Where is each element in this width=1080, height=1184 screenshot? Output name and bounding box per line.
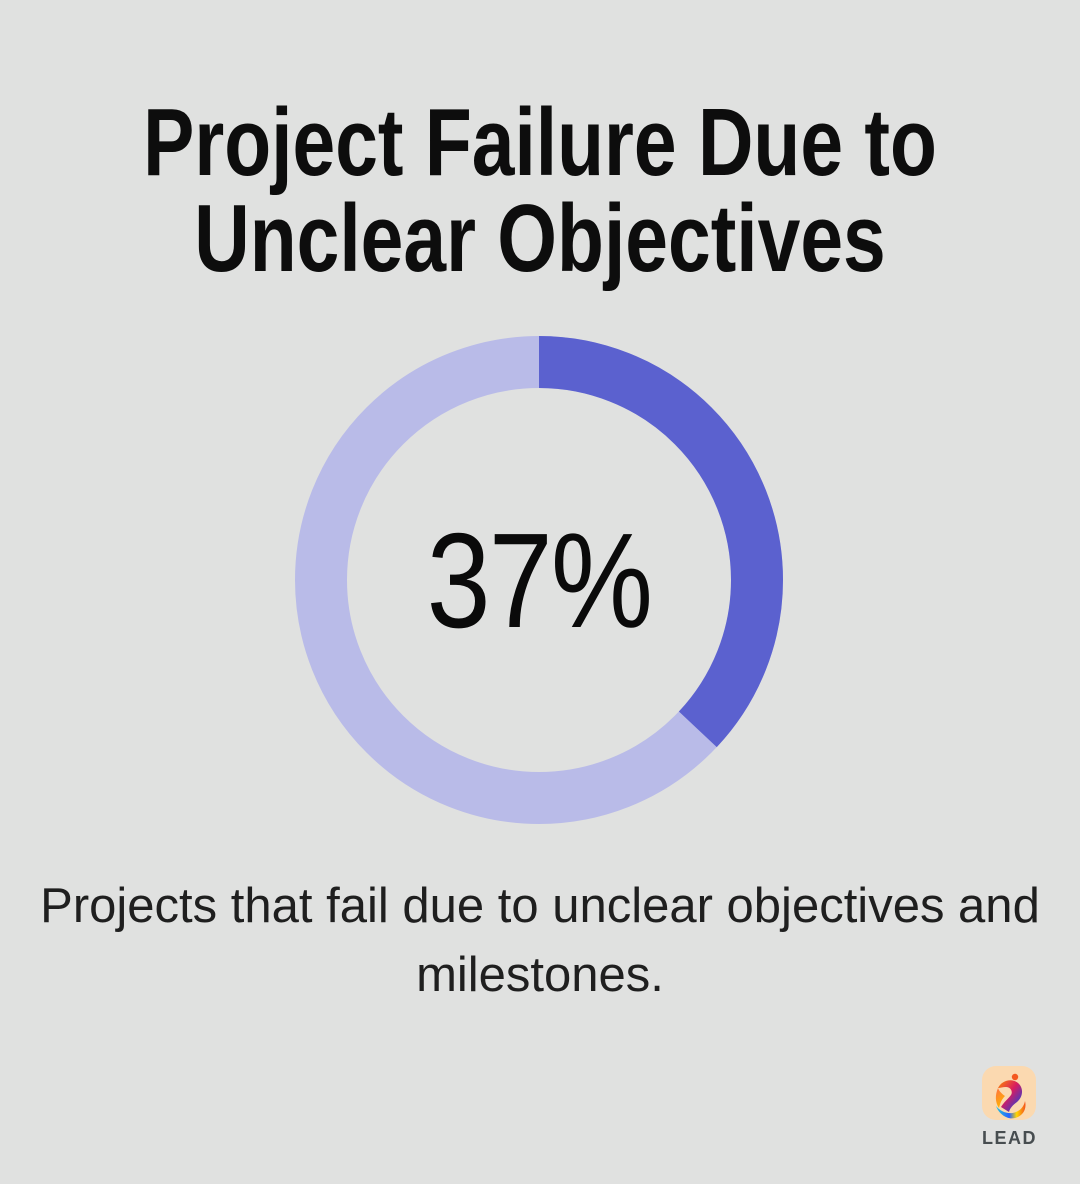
chart-title: Project Failure Due to Unclear Objective… (143, 89, 937, 292)
donut-chart-svg (295, 336, 783, 824)
lead-logo-tile (982, 1066, 1036, 1120)
donut-chart: 37% (295, 336, 783, 824)
donut-center-value: 37% (426, 504, 653, 656)
logo-ribbon (998, 1080, 1023, 1112)
logo-dot (1011, 1073, 1019, 1081)
logo-wave (996, 1101, 1026, 1119)
lead-logo: LEAD (982, 1066, 1036, 1149)
chart-caption: Projects that fail due to unclear object… (40, 879, 1040, 1003)
logo-crescent (995, 1088, 1005, 1108)
lead-swirl-icon (995, 1073, 1026, 1119)
donut-segment (295, 336, 783, 824)
lead-wordmark: LEAD (982, 1128, 1037, 1148)
